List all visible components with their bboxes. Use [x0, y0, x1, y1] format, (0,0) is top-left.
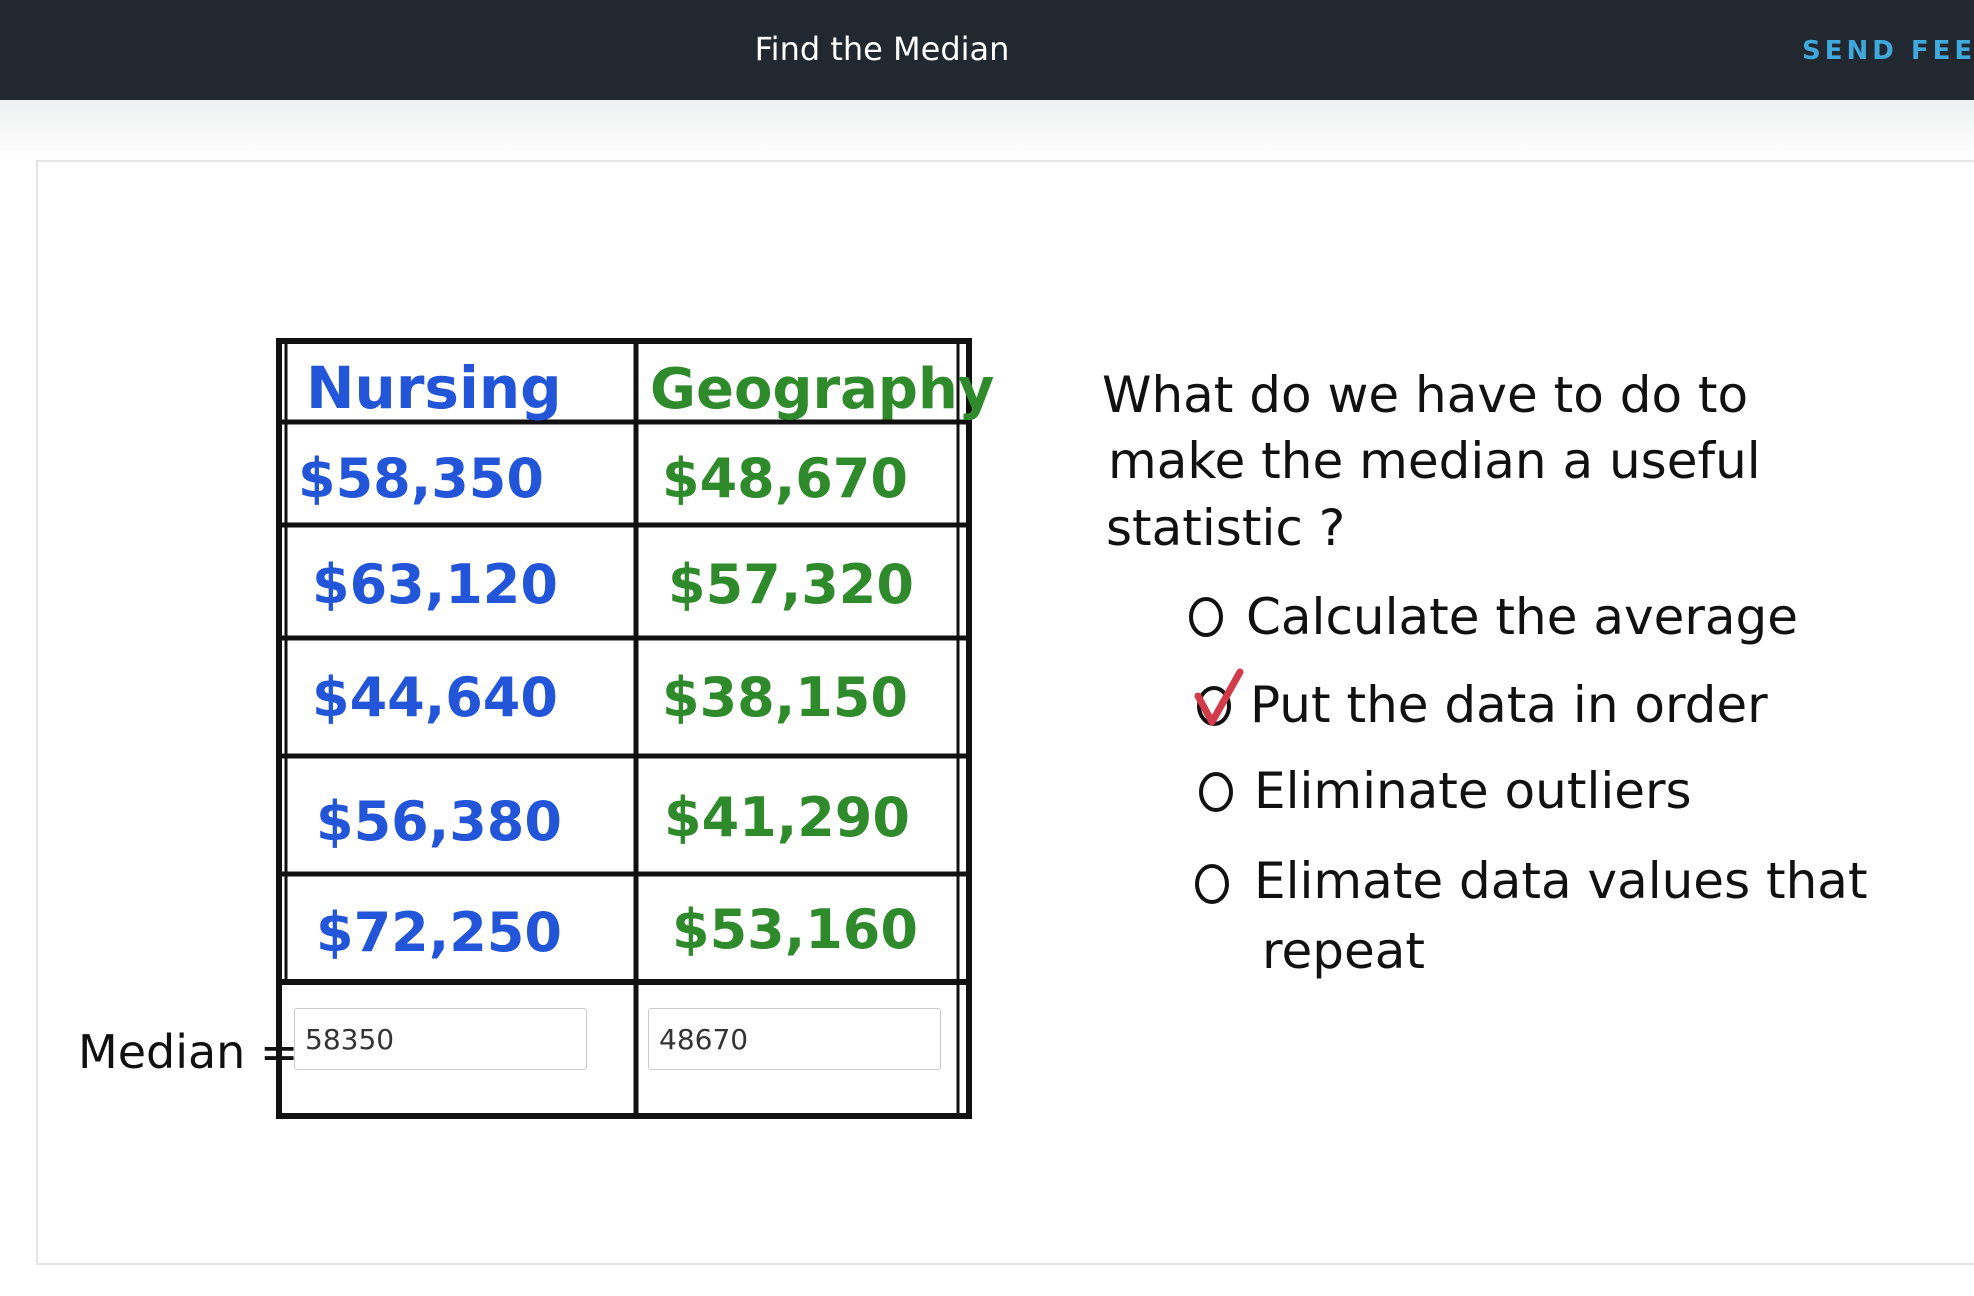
option-calculate-average[interactable]: Calculate the average: [1189, 588, 1798, 646]
nursing-cell: $44,640: [312, 666, 558, 729]
send-feedback-button[interactable]: SEND FEEDBACK: [1802, 36, 1974, 66]
nursing-cell: $58,350: [298, 447, 544, 510]
geography-cell: $41,290: [664, 786, 910, 849]
geography-cell: $57,320: [668, 553, 914, 616]
nursing-cell: $56,380: [316, 790, 562, 853]
radio-circle-icon[interactable]: [1189, 597, 1223, 637]
radio-circle-icon[interactable]: [1195, 864, 1229, 904]
question-line: What do we have to do to: [1102, 366, 1748, 424]
median-label: Median =: [78, 1025, 298, 1079]
option-label: Put the data in order: [1250, 676, 1768, 734]
data-table: [276, 338, 972, 1119]
question-line: statistic ?: [1106, 499, 1345, 557]
top-bar: Find the Median SEND FEEDBACK: [0, 0, 1974, 100]
quiz-panel: [36, 160, 1974, 1265]
table-frame: [276, 338, 972, 1119]
column-header-geography: Geography: [650, 357, 994, 422]
nursing-cell: $72,250: [316, 901, 562, 964]
checkmark-icon: [1194, 668, 1244, 726]
header-shadow: [0, 100, 1974, 160]
option-eliminate-repeats[interactable]: Elimate data values that repeat: [1195, 852, 1868, 980]
geography-cell: $48,670: [662, 447, 908, 510]
column-header-nursing: Nursing: [306, 354, 562, 422]
option-eliminate-outliers[interactable]: Eliminate outliers: [1199, 762, 1692, 820]
option-put-data-in-order[interactable]: Put the data in order: [1194, 668, 1768, 734]
geography-median-input[interactable]: [648, 1008, 941, 1070]
radio-circle-icon[interactable]: [1199, 772, 1233, 812]
option-label: Elimate data values that: [1254, 852, 1868, 910]
option-label: Calculate the average: [1246, 588, 1798, 646]
option-label: Eliminate outliers: [1254, 762, 1692, 820]
geography-cell: $53,160: [672, 898, 918, 961]
page-title: Find the Median: [754, 30, 1010, 68]
question-line: make the median a useful: [1108, 432, 1761, 490]
nursing-median-input[interactable]: [294, 1008, 587, 1070]
geography-cell: $38,150: [662, 666, 908, 729]
option-label-continued: repeat: [1262, 922, 1425, 980]
nursing-cell: $63,120: [312, 553, 558, 616]
